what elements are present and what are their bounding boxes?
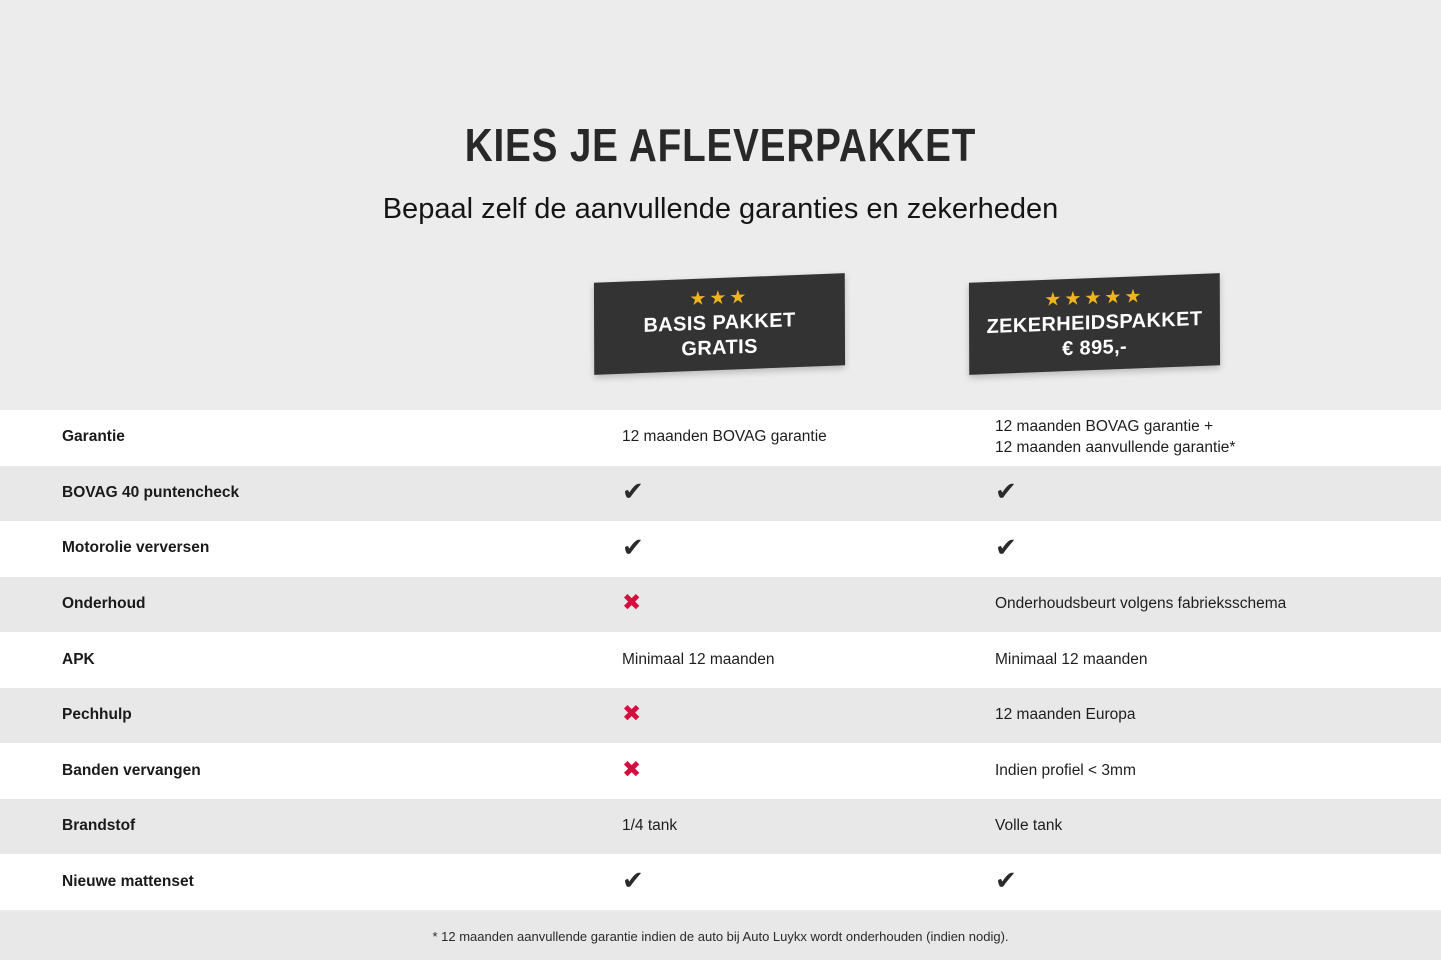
cell-text: 12 maanden Europa [995, 706, 1136, 724]
zekerheid-cell: ✔ [995, 868, 1441, 896]
zekerheid-cell: ✔ [995, 535, 1441, 563]
zekerheid-cell: ✔ [995, 479, 1441, 507]
cell-text: 12 maanden BOVAG garantie + [995, 417, 1214, 435]
comparison-table: Garantie 12 maanden BOVAG garantie 12 maan… [0, 410, 1441, 910]
basis-cell: ✔ [622, 868, 995, 896]
zekerheid-cell: Minimaal 12 maanden [995, 650, 1441, 671]
basis-cell: ✔ [622, 479, 995, 507]
table-row: Motorolie verversen ✔ ✔ [0, 521, 1441, 577]
table-row: Nieuwe mattenset ✔ ✔ [0, 854, 1441, 910]
zekerheid-cell: Indien profiel < 3mm [995, 761, 1441, 782]
row-label: Banden vervangen [62, 761, 201, 779]
table-row: Brandstof 1/4 tank Volle tank [0, 798, 1441, 855]
zekerheid-cell: Volle tank [995, 816, 1441, 837]
table-row: APK Minimaal 12 maanden Minimaal 12 maande… [0, 632, 1441, 688]
cell-text: Onderhoudsbeurt volgens fabrieksschema [995, 594, 1287, 612]
table-row: Garantie 12 maanden BOVAG garantie 12 maan… [0, 410, 1441, 466]
zekerheid-cell: 12 maanden Europa [995, 705, 1441, 726]
basis-pakket-badge[interactable]: ★★★ BASIS PAKKET GRATIS [593, 273, 846, 375]
zekerheidspakket-badge[interactable]: ★★★★★ ZEKERHEIDSPAKKET € 895,- [968, 273, 1221, 375]
cell-text: 12 maanden aanvullende garantie* [995, 438, 1236, 456]
zekerheid-cell: Onderhoudsbeurt volgens fabrieksschema [995, 594, 1441, 615]
table-row: BOVAG 40 puntencheck ✔ ✔ [0, 465, 1441, 522]
table-row: Pechhulp ✖ 12 maanden Europa [0, 687, 1441, 744]
row-label: BOVAG 40 puntencheck [62, 483, 240, 501]
cell-text: 1/4 tank [622, 817, 678, 835]
check-icon: ✔ [622, 532, 644, 563]
page-subtitle: Bepaal zelf de aanvullende garanties en … [382, 193, 1059, 225]
cell-text: Volle tank [995, 817, 1063, 835]
check-icon: ✔ [995, 477, 1017, 508]
row-label: APK [62, 650, 95, 668]
cell-text: Minimaal 12 maanden [995, 650, 1148, 668]
cross-icon: ✖ [622, 756, 642, 783]
basis-cell: Minimaal 12 maanden [622, 650, 995, 671]
cross-icon: ✖ [622, 701, 642, 728]
footnote: * 12 maanden aanvullende garantie indien… [432, 928, 1009, 944]
cell-text: Minimaal 12 maanden [622, 650, 775, 668]
cell-text: Indien profiel < 3mm [995, 761, 1136, 779]
page-title: KIES JE AFLEVERPAKKET [0, 118, 1441, 172]
basis-cell: ✖ [622, 703, 995, 728]
zekerheid-cell: 12 maanden BOVAG garantie + 12 maanden aa… [995, 417, 1441, 459]
check-icon: ✔ [622, 477, 644, 508]
basis-cell: 1/4 tank [622, 816, 995, 837]
row-label: Motorolie verversen [62, 539, 210, 557]
basis-cell: ✖ [622, 756, 995, 784]
row-label: Brandstof [62, 817, 136, 835]
table-row: Onderhoud ✖ Onderhoudsbeurt volgens fabrie… [0, 576, 1441, 633]
row-label: Nieuwe mattenset [62, 872, 194, 890]
check-icon: ✔ [995, 532, 1017, 563]
cell-text: 12 maanden BOVAG garantie [622, 428, 827, 446]
basis-cell: ✔ [622, 535, 995, 563]
row-label: Garantie [62, 428, 125, 446]
footnote-bar: * 12 maanden aanvullende garantie indien… [0, 912, 1441, 960]
basis-cell: ✖ [622, 589, 995, 617]
cross-icon: ✖ [622, 589, 642, 616]
basis-cell: 12 maanden BOVAG garantie [622, 427, 995, 448]
page-title-text: KIES JE AFLEVERPAKKET [464, 119, 977, 171]
check-icon: ✔ [622, 866, 644, 897]
row-label: Pechhulp [62, 706, 132, 724]
check-icon: ✔ [995, 866, 1017, 897]
table-row: Banden vervangen ✖ Indien profiel < 3mm [0, 743, 1441, 799]
row-label: Onderhoud [62, 594, 146, 612]
